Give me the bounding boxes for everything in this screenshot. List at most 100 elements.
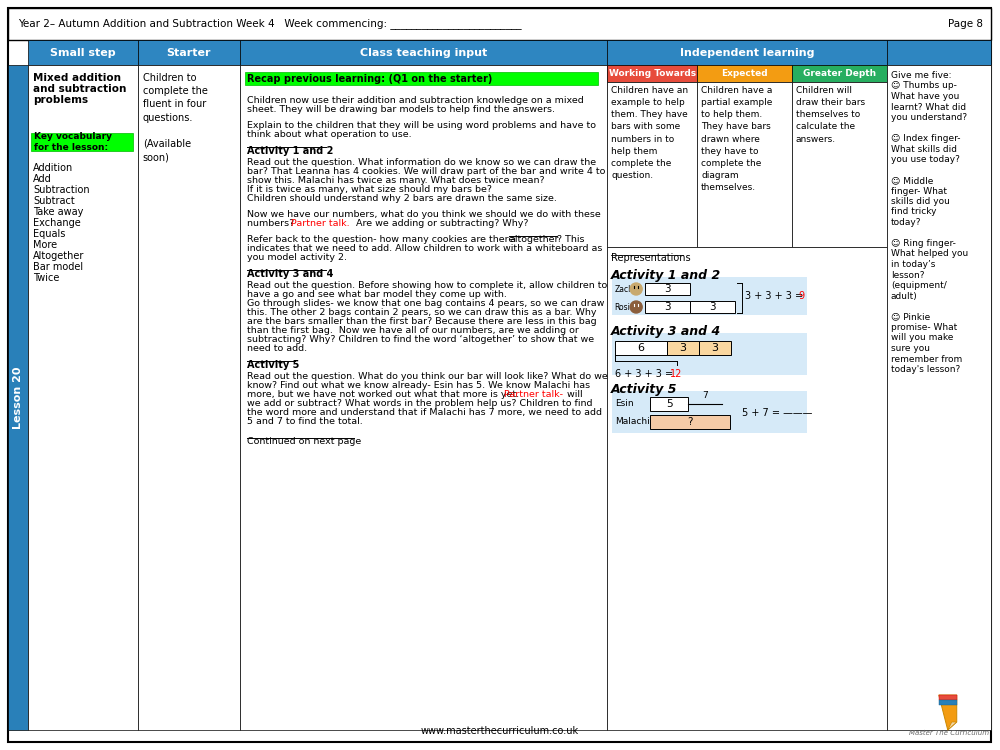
Text: think about what operation to use.: think about what operation to use. — [247, 130, 411, 139]
Text: Recap previous learning: (Q1 on the starter): Recap previous learning: (Q1 on the star… — [247, 74, 492, 83]
Text: Partner talk.: Partner talk. — [291, 219, 349, 228]
Text: ☺ Ring finger-: ☺ Ring finger- — [891, 239, 956, 248]
Text: Subtraction: Subtraction — [33, 185, 90, 195]
Bar — [607, 247, 887, 730]
Bar — [887, 65, 991, 730]
Bar — [645, 283, 690, 295]
Text: problems: problems — [33, 95, 88, 105]
Text: bar? That Leanna has 4 cookies. We will draw part of the bar and write 4 to: bar? That Leanna has 4 cookies. We will … — [247, 167, 605, 176]
Bar — [612, 391, 807, 433]
Text: Partner talk-: Partner talk- — [504, 390, 563, 399]
Text: Malachi: Malachi — [615, 418, 650, 427]
Text: sure you: sure you — [891, 344, 930, 353]
Text: the word more and understand that if Malachi has 7 more, we need to add: the word more and understand that if Mal… — [247, 408, 602, 417]
Text: skills did you: skills did you — [891, 197, 950, 206]
Text: ☺ Middle: ☺ Middle — [891, 176, 933, 185]
Text: (equipment/: (equipment/ — [891, 281, 947, 290]
Text: Children will
draw their bars
themselves to
calculate the
answers.: Children will draw their bars themselves… — [796, 86, 865, 143]
Text: Activity 3 and 4: Activity 3 and 4 — [611, 325, 721, 338]
Text: 12: 12 — [670, 369, 682, 379]
Text: 6: 6 — [638, 343, 645, 353]
Bar — [887, 40, 991, 65]
Text: adult): adult) — [891, 292, 918, 301]
Circle shape — [630, 301, 642, 313]
Text: ? This: ? This — [557, 235, 585, 244]
Text: lesson?: lesson? — [891, 271, 924, 280]
Text: we add or subtract? What words in the problem help us? Children to find: we add or subtract? What words in the pr… — [247, 399, 592, 408]
Bar — [645, 301, 690, 313]
Text: 3: 3 — [680, 343, 687, 353]
Text: 6 + 3 + 3 =: 6 + 3 + 3 = — [615, 369, 676, 379]
Bar — [792, 65, 887, 82]
Bar — [650, 397, 688, 411]
Text: Zach: Zach — [614, 284, 633, 293]
Text: More: More — [33, 240, 57, 250]
Text: Starter: Starter — [167, 47, 211, 58]
Bar — [28, 65, 138, 730]
Text: today's lesson?: today's lesson? — [891, 365, 960, 374]
Text: Greater Depth: Greater Depth — [803, 69, 876, 78]
Text: ☺ Thumbs up-: ☺ Thumbs up- — [891, 82, 957, 91]
Text: Children to
complete the
fluent in four
questions.

(Available
soon): Children to complete the fluent in four … — [143, 73, 208, 162]
Text: Read out the question. What information do we know so we can draw the: Read out the question. What information … — [247, 158, 596, 167]
Text: 5 and 7 to find the total.: 5 and 7 to find the total. — [247, 417, 362, 426]
Text: Lesson 20: Lesson 20 — [13, 366, 23, 429]
Text: Read out the question. What do you think our bar will look like? What do we: Read out the question. What do you think… — [247, 372, 607, 381]
Text: Activity 1 and 2: Activity 1 and 2 — [611, 269, 721, 282]
Text: What skills did: What skills did — [891, 145, 957, 154]
Text: need to add.: need to add. — [247, 344, 307, 353]
Bar — [939, 695, 957, 700]
Text: you use today?: you use today? — [891, 155, 960, 164]
Text: Activity 1 and 2: Activity 1 and 2 — [247, 146, 333, 156]
Text: Small step: Small step — [50, 47, 116, 58]
Text: ?: ? — [687, 417, 693, 427]
Text: Mixed addition: Mixed addition — [33, 73, 121, 83]
Text: finger- What: finger- What — [891, 187, 947, 196]
Text: Key vocabulary
for the lesson:: Key vocabulary for the lesson: — [34, 132, 112, 152]
Text: today?: today? — [891, 218, 921, 227]
Text: Twice: Twice — [33, 273, 59, 283]
Text: altogether: altogether — [509, 235, 559, 244]
Text: Children have an
example to help
them. They have
bars with some
numbers in to
he: Children have an example to help them. T… — [611, 86, 688, 180]
Text: Year 2– Autumn Addition and Subtraction Week 4   Week commencing: ______________: Year 2– Autumn Addition and Subtraction … — [18, 19, 522, 29]
Text: 9: 9 — [798, 291, 804, 301]
Text: numbers?: numbers? — [247, 219, 297, 228]
Bar — [792, 82, 887, 247]
Text: indicates that we need to add. Allow children to work with a whiteboard as: indicates that we need to add. Allow chi… — [247, 244, 602, 253]
Text: ☺ Pinkie: ☺ Pinkie — [891, 313, 930, 322]
Text: Addition: Addition — [33, 163, 73, 173]
Text: this. The other 2 bags contain 2 pears, so we can draw this as a bar. Why: this. The other 2 bags contain 2 pears, … — [247, 308, 596, 317]
Text: you model activity 2.: you model activity 2. — [247, 253, 347, 262]
Text: show this. Malachi has twice as many. What does twice mean?: show this. Malachi has twice as many. Wh… — [247, 176, 544, 185]
Text: 3: 3 — [712, 343, 719, 353]
Bar — [667, 341, 699, 355]
Text: Activity 5: Activity 5 — [611, 383, 678, 396]
Text: 5: 5 — [666, 399, 672, 409]
Text: Take away: Take away — [33, 207, 83, 217]
Text: promise- What: promise- What — [891, 323, 957, 332]
Text: Activity 5: Activity 5 — [247, 360, 299, 370]
Bar — [939, 700, 957, 705]
Text: than the first bag.  Now we have all of our numbers, are we adding or: than the first bag. Now we have all of o… — [247, 326, 579, 335]
Text: Rosie: Rosie — [614, 302, 635, 311]
Text: Children now use their addition and subtraction knowledge on a mixed: Children now use their addition and subt… — [247, 96, 583, 105]
Text: Activity 3 and 4: Activity 3 and 4 — [247, 269, 333, 279]
Text: Bar model: Bar model — [33, 262, 83, 272]
Bar — [31, 133, 133, 151]
Text: 7: 7 — [702, 391, 708, 400]
Bar — [28, 40, 138, 65]
Text: Read out the question. Before showing how to complete it, allow children to: Read out the question. Before showing ho… — [247, 281, 607, 290]
Text: What have you: What have you — [891, 92, 959, 101]
Bar — [245, 72, 598, 85]
Text: you understand?: you understand? — [891, 113, 967, 122]
Text: Page 8: Page 8 — [948, 19, 983, 29]
Text: ☺ Index finger-: ☺ Index finger- — [891, 134, 960, 143]
Bar — [612, 333, 807, 375]
Bar — [697, 82, 792, 247]
Text: more, but we have not worked out what that more is yet.: more, but we have not worked out what th… — [247, 390, 522, 399]
Text: Esin: Esin — [615, 400, 634, 409]
Text: 5 + 7 = ———: 5 + 7 = ——— — [742, 408, 812, 418]
Text: are the bars smaller than the first bar? Because there are less in this bag: are the bars smaller than the first bar?… — [247, 317, 596, 326]
Text: Representations: Representations — [611, 253, 691, 263]
Text: www.masterthecurriculum.co.uk: www.masterthecurriculum.co.uk — [420, 726, 578, 736]
